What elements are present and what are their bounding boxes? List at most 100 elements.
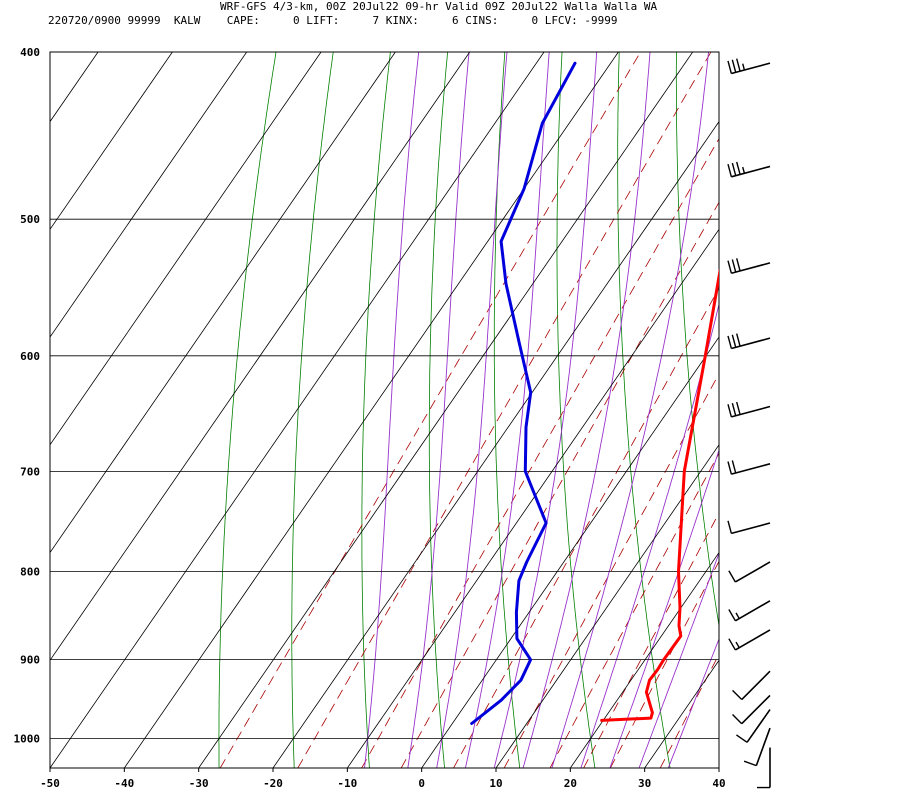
dewpoint-point — [523, 188, 525, 190]
wind-barb — [728, 629, 771, 651]
pressure-tick-label: 1000 — [14, 733, 41, 746]
dry-adiabat-line — [218, 52, 277, 768]
isotherm-gridline — [50, 52, 471, 661]
dewpoint-point — [574, 62, 576, 64]
dry-adiabat-line — [791, 43, 896, 768]
dewpoint-point — [520, 679, 522, 681]
wind-barb — [727, 460, 771, 475]
dewpoint-point — [530, 391, 532, 393]
isotherm-gridline — [718, 767, 719, 768]
chart-header: WRF-GFS 4/3-km, 00Z 20Jul22 09-hr Valid … — [0, 0, 900, 32]
wind-barb — [727, 58, 771, 75]
temperature-tick-label: -20 — [263, 777, 283, 790]
mixing-ratio-line — [297, 52, 712, 768]
dry-adiabat-line — [675, 52, 719, 629]
isotherm-gridline — [198, 52, 694, 768]
isotherm-gridline — [50, 52, 99, 123]
temperature-point — [648, 679, 651, 681]
pressure-tick-label: 400 — [20, 46, 40, 59]
dry-adiabat-line — [617, 52, 671, 768]
temperature-point — [645, 691, 648, 693]
pressure-tick-label: 700 — [20, 465, 40, 478]
moist-adiabat-line — [551, 52, 709, 768]
dewpoint-point — [518, 580, 520, 582]
dewpoint-point — [541, 122, 543, 124]
isotherm-gridline — [570, 551, 719, 768]
dry-adiabat-line — [428, 52, 449, 768]
dewpoint-point — [505, 283, 507, 285]
mixing-ratio-line — [361, 137, 719, 768]
pressure-tick-label: 600 — [20, 350, 40, 363]
temperature-tick-label: 20 — [564, 777, 577, 790]
moist-adiabat-line — [522, 52, 651, 768]
isotherm-gridline — [50, 52, 396, 554]
temperature-point — [683, 470, 685, 472]
wind-barb — [727, 520, 771, 535]
temperature-point — [704, 355, 706, 357]
dewpoint-point — [471, 722, 473, 725]
pressure-tick-label: 800 — [20, 565, 40, 578]
wind-barb — [728, 561, 771, 583]
moist-adiabat-line — [609, 448, 719, 768]
wind-barb — [727, 258, 771, 274]
wind-barb — [736, 709, 771, 743]
dewpoint-point — [516, 638, 518, 640]
isotherm-gridline — [50, 52, 248, 338]
dewpoint-point — [526, 561, 528, 563]
moist-adiabat-line — [464, 52, 550, 768]
wind-barbs — [727, 58, 771, 789]
wind-barb — [757, 747, 771, 789]
profiles — [470, 61, 729, 725]
moist-adiabat-line — [364, 52, 420, 768]
temperature-point — [679, 607, 681, 609]
isotherm-gridline — [644, 659, 719, 768]
plot-frame — [49, 51, 720, 769]
temperature-point — [657, 669, 659, 671]
station-indices-line: 220720/0900 99999 KALW CAPE: 0 LIFT: 7 K… — [48, 14, 618, 27]
isotherm-gridline — [50, 52, 545, 768]
dewpoint-point — [530, 659, 532, 661]
temperature-point — [651, 712, 654, 714]
mixing-ratio-line — [609, 560, 719, 768]
dewpoint-point — [545, 522, 547, 524]
temperature-point — [680, 635, 682, 637]
dewpoint-point — [500, 240, 502, 242]
dewpoint-point — [524, 470, 526, 472]
isotherm-gridline — [272, 120, 719, 768]
mixing-ratio-line — [549, 452, 719, 768]
dewpoint-point — [500, 699, 502, 701]
wind-barb — [732, 694, 771, 725]
wind-barb — [727, 333, 771, 350]
chart-title: WRF-GFS 4/3-km, 00Z 20Jul22 09-hr Valid … — [220, 0, 658, 13]
moist-adiabat-line — [638, 551, 719, 768]
moist-adiabat-line — [407, 52, 470, 768]
temperature-point — [663, 659, 665, 661]
dewpoint-point — [525, 426, 527, 428]
temperature-tick-label: -40 — [114, 777, 134, 790]
temperature-tick-label: -30 — [189, 777, 209, 790]
wind-barb — [728, 600, 771, 622]
temperature-tick-label: 30 — [638, 777, 651, 790]
moist-adiabat-line — [667, 637, 719, 768]
dry-adiabat-line — [361, 52, 391, 768]
isotherm-gridline — [347, 228, 719, 768]
temperature-tick-label: -50 — [40, 777, 60, 790]
temperature-tick-label: -10 — [337, 777, 357, 790]
mixing-ratio-line — [219, 52, 641, 768]
mixing-ratio-line — [503, 373, 719, 768]
dry-adiabat-line — [848, 43, 900, 768]
temperature-tick-label: 40 — [712, 777, 725, 790]
temperature-point — [728, 219, 729, 220]
dewpoint-point — [518, 342, 520, 344]
wind-barb — [743, 727, 771, 767]
isotherm-gridline — [495, 444, 719, 768]
temperature-tick-label: 10 — [489, 777, 502, 790]
temperature-point — [678, 625, 680, 627]
dry-adiabat-line — [291, 52, 334, 768]
mixing-ratio-line — [453, 287, 719, 768]
pressure-tick-label: 500 — [20, 213, 40, 226]
moist-adiabat-line — [580, 302, 719, 768]
dry-adiabat-line — [734, 43, 821, 768]
wind-barb — [727, 161, 771, 178]
